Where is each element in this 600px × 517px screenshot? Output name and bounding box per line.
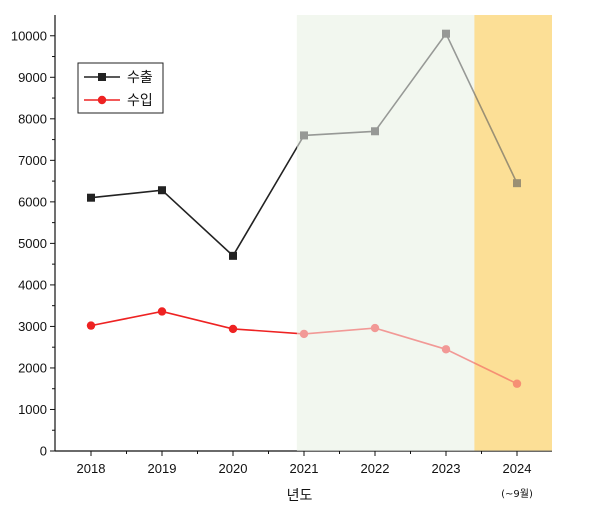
data-point	[371, 127, 379, 136]
data-point	[158, 186, 166, 195]
legend-item: 수입	[84, 93, 153, 109]
x-tick-label: 2023	[432, 461, 461, 476]
series-1	[87, 29, 521, 260]
x-tick-label: 2019	[148, 461, 177, 476]
data-point	[228, 324, 238, 334]
x-axis-ticks: 2018 2019 2020 2021 2022 2023 2024	[77, 451, 532, 476]
highlight-overlay	[296, 15, 552, 451]
shaded-tint-2	[474, 15, 552, 451]
x-axis-note: (~9월)	[501, 488, 533, 500]
series-2	[86, 307, 522, 388]
shaded-regions	[296, 15, 552, 451]
x-axis-title: 년도	[287, 488, 313, 504]
y-tick-label: 8000	[18, 111, 47, 126]
legend-item: 수출	[84, 70, 153, 86]
y-tick-label: 7000	[18, 153, 47, 168]
x-tick-label: 2018	[77, 461, 106, 476]
x-tick-label: 2022	[361, 461, 390, 476]
legend-marker	[98, 73, 106, 81]
data-point	[229, 251, 237, 260]
data-point	[157, 307, 167, 316]
legend-label: 수출	[127, 70, 153, 86]
y-tick-label: 0	[40, 444, 47, 459]
data-point	[87, 193, 95, 202]
y-tick-label: 6000	[18, 194, 47, 209]
legend-box	[77, 62, 164, 114]
y-axis-ticks: 0 1000 2000 3000 4000 5000 6000 7000 8000 9000 100…	[11, 28, 55, 459]
data-point	[300, 131, 308, 140]
data-point	[442, 29, 450, 38]
y-tick-label: 5000	[18, 236, 47, 251]
y-tick-label: 1000	[18, 402, 47, 417]
shaded-region-1	[296, 15, 475, 451]
data-point	[513, 179, 521, 188]
x-tick-label: 2020	[219, 461, 248, 476]
data-point	[370, 323, 380, 333]
series-layer	[86, 15, 552, 451]
data-point	[512, 379, 522, 388]
shaded-tint-1	[296, 15, 475, 451]
data-point	[86, 321, 96, 330]
legend-marker	[97, 95, 107, 105]
x-tick-label: 2021	[290, 461, 319, 476]
data-point	[441, 345, 451, 354]
shaded-region-2	[474, 15, 552, 451]
y-tick-label: 10000	[11, 28, 47, 43]
data-point	[299, 329, 309, 339]
legend-label: 수입	[127, 93, 153, 109]
y-tick-label: 4000	[18, 277, 47, 292]
y-tick-label: 9000	[18, 70, 47, 85]
x-tick-label: 2024	[503, 461, 532, 476]
y-tick-label: 2000	[18, 360, 47, 375]
y-tick-label: 3000	[18, 319, 47, 334]
